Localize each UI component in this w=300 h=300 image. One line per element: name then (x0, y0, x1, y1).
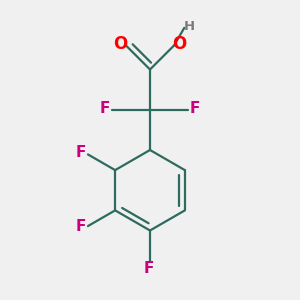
Text: H: H (183, 20, 194, 34)
Text: F: F (100, 101, 110, 116)
Text: F: F (76, 219, 86, 234)
Text: F: F (143, 261, 154, 276)
Text: F: F (190, 101, 200, 116)
Text: O: O (172, 35, 186, 53)
Text: O: O (113, 35, 127, 53)
Text: F: F (76, 146, 86, 160)
